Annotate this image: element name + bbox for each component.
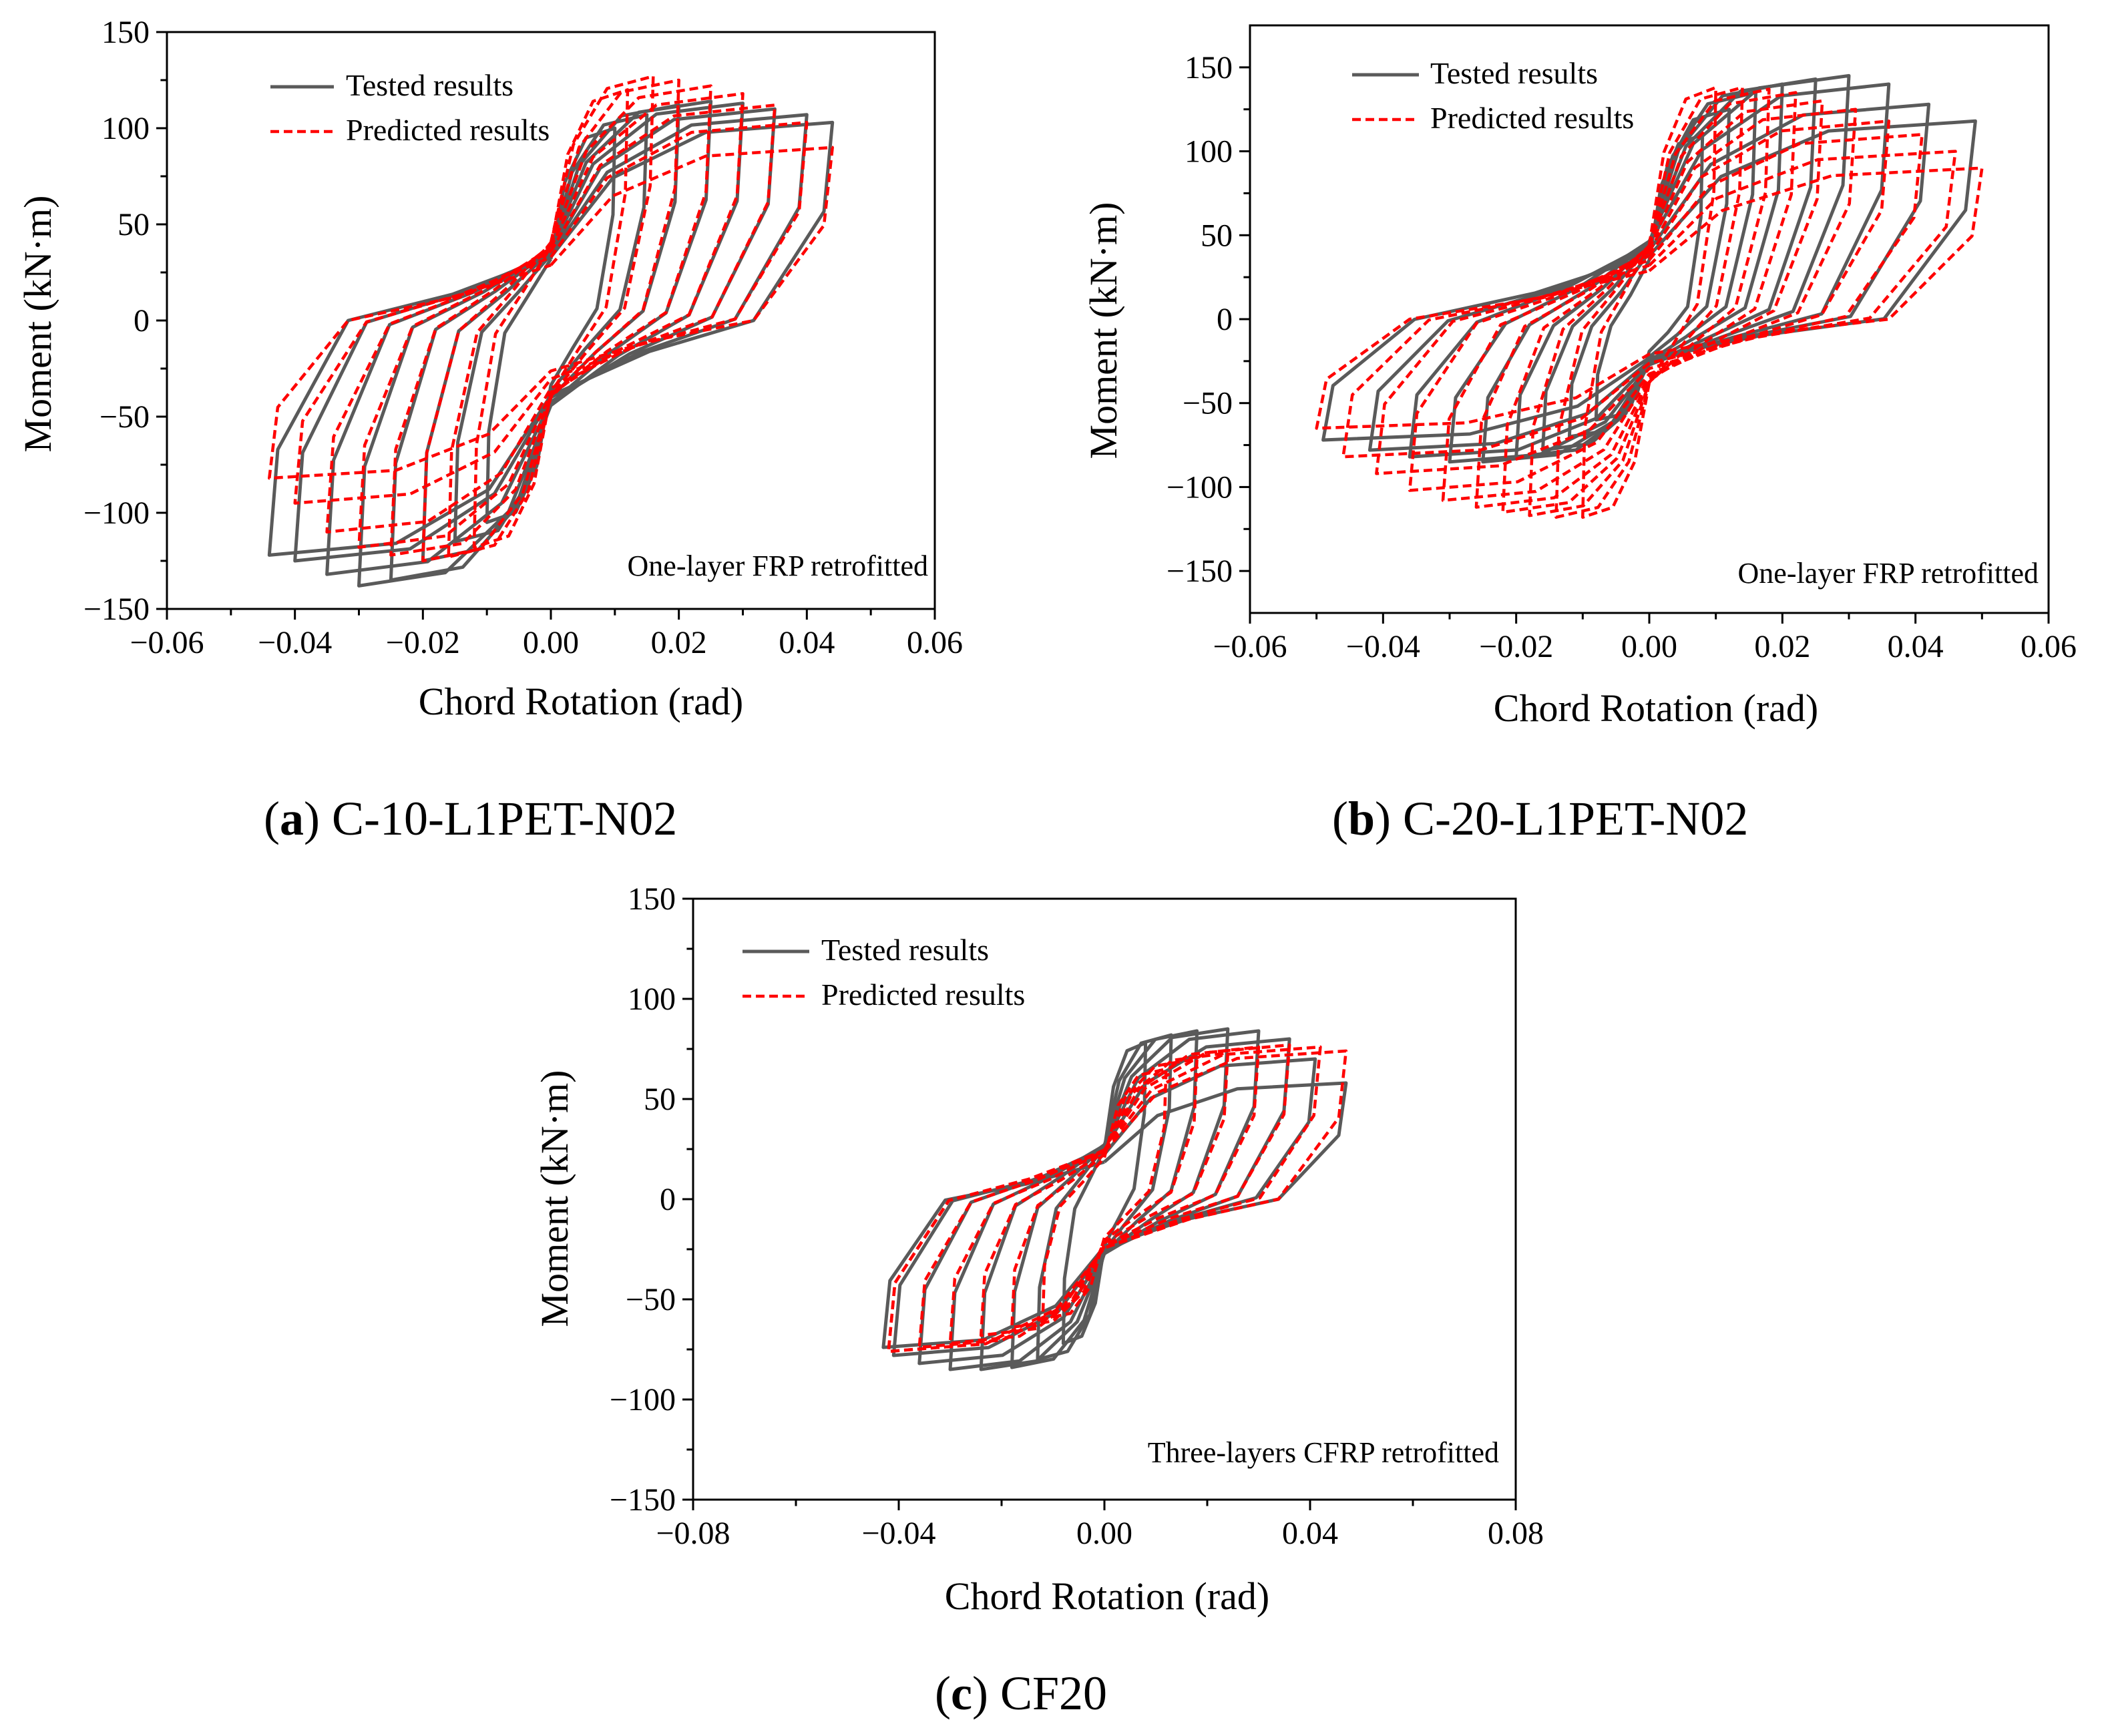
panel-a-ylabel: Moment (kN·m): [16, 196, 59, 453]
panel-a-xlabel: Chord Rotation (rad): [419, 680, 743, 723]
panel-a-xtick-label: 0.02: [651, 625, 707, 660]
panel-b-xtick-label: 0.04: [1888, 629, 1944, 664]
panel-a-ytick-label: −150: [83, 592, 150, 627]
panel-c-ytick-label: −100: [610, 1382, 676, 1418]
panel-c-xlabel: Chord Rotation (rad): [945, 1574, 1269, 1618]
panel-a-legend-tested: Tested results: [346, 68, 513, 102]
panel-b-ytick-label: −50: [1183, 386, 1233, 421]
panel-b-caption-text: C-20-L1PET-N02: [1391, 792, 1748, 845]
panel-b-predicted-cycle-8: [1375, 133, 1924, 475]
panel-c-ytick-label: −150: [610, 1482, 676, 1518]
panel-b-xtick-label: −0.04: [1346, 629, 1420, 664]
panel-a-ytick-label: −100: [83, 495, 150, 531]
panel-b-ylabel: Moment (kN·m): [1082, 202, 1125, 459]
panel-b-predicted-cycle-7: [1408, 120, 1891, 492]
panel-c-predicted-cycle-2: [1010, 1057, 1199, 1329]
panel-a-annotation: One-layer FRP retrofitted: [628, 550, 928, 582]
panel-b-ytick-label: 50: [1201, 218, 1233, 253]
panel-a-caption-text: C-10-L1PET-N02: [320, 792, 677, 845]
panel-b-plot: −0.06 −0.04 −0.02 0.00 0.02 0.04 0.06 −150 −100 −…: [1167, 24, 2077, 664]
panel-c-ytick-label: 50: [644, 1082, 676, 1117]
panel-a-ytick-label: −50: [99, 399, 150, 435]
panel-b-xtick-label: 0.00: [1621, 629, 1677, 664]
panel-b-xtick-label: −0.02: [1479, 629, 1553, 664]
panel-b-predicted-cycle-3: [1528, 87, 1771, 517]
panel-c-caption-letter: c: [951, 1667, 972, 1720]
panel-b-caption-letter: b: [1348, 792, 1375, 845]
panel-c-ytick-label: −50: [626, 1282, 676, 1317]
panel-c-legend-tested: Tested results: [821, 933, 989, 967]
panel-a-predicted-cycle-6: [325, 103, 777, 534]
panel-c-ytick-label: 0: [660, 1182, 676, 1217]
panel-a-predicted-cycle-7: [293, 121, 809, 505]
panel-a-predicted-cycle-4: [389, 84, 712, 557]
panel-c-xtick-label: −0.08: [656, 1516, 730, 1551]
panel-c-ytick-label: 150: [628, 881, 676, 917]
panel-b: −0.06 −0.04 −0.02 0.00 0.02 0.04 0.06 −150 −100 −…: [1082, 24, 2077, 845]
panel-c-predicted-cycle-6: [887, 1045, 1322, 1353]
panel-b-ytick-label: −100: [1167, 469, 1233, 505]
panel-c-plot: −0.08 −0.04 0.00 0.04 0.08 −150 −100 −50 0 50 100 1…: [610, 881, 1544, 1551]
panel-a-xtick-label: −0.04: [258, 625, 332, 660]
panel-c-xtick-label: 0.08: [1488, 1516, 1544, 1551]
panel-c-predicted-cycle-1: [1041, 1067, 1168, 1321]
panel-b-tested-cycle-9: [1321, 119, 1977, 442]
panel-c-data-layer: [881, 1027, 1348, 1371]
panel-c-predicted-cycle-5: [917, 1043, 1291, 1349]
panel-a: −0.06 −0.04 −0.02 0.00 0.02 0.04 0.06 −150 −100 −…: [16, 15, 963, 845]
panel-b-xtick-label: −0.06: [1213, 629, 1287, 664]
panel-a-ytick-label: 0: [134, 303, 150, 339]
panel-b-xlabel: Chord Rotation (rad): [1494, 686, 1818, 730]
panel-b-predicted-cycle-1: [1581, 85, 1717, 519]
panel-a-predicted-cycle-3: [421, 78, 680, 563]
panel-a-ytick-label: 150: [101, 15, 150, 50]
panel-a-xtick-label: −0.06: [130, 625, 204, 660]
panel-b-predicted-cycle-4: [1501, 91, 1798, 514]
panel-c-predicted-cycle-7: [887, 1049, 1348, 1353]
panel-a-xtick-label: 0.00: [523, 625, 579, 660]
panel-b-data-layer: [1315, 73, 1984, 519]
panel-b-xtick-label: 0.06: [2021, 629, 2077, 664]
panel-a-xtick-label: 0.04: [779, 625, 835, 660]
panel-a-caption-letter: a: [280, 792, 304, 845]
panel-b-predicted-cycle-10: [1315, 166, 1984, 430]
panel-a-caption: (a) C-10-L1PET-N02: [264, 792, 677, 845]
panel-a-legend-predicted: Predicted results: [346, 113, 550, 147]
panel-b-xtick-label: 0.02: [1754, 629, 1810, 664]
panel-b-predicted-cycle-6: [1441, 107, 1858, 502]
panel-b-ytick-label: 0: [1217, 302, 1233, 337]
panel-b-ytick-label: 100: [1185, 134, 1233, 170]
panel-a-predicted-cycle-8: [268, 146, 834, 480]
panel-a-plot: −0.06 −0.04 −0.02 0.00 0.02 0.04 0.06 −150 −100 −…: [83, 15, 963, 660]
panel-b-ytick-label: −150: [1167, 554, 1233, 589]
panel-c: −0.08 −0.04 0.00 0.04 0.08 −150 −100 −50 0 50 100 1…: [533, 881, 1544, 1720]
panel-c-caption-text: CF20: [988, 1667, 1107, 1720]
panel-b-ytick-label: 150: [1185, 50, 1233, 85]
panel-b-legend-predicted: Predicted results: [1430, 101, 1634, 135]
panel-c-predicted-cycle-3: [979, 1051, 1230, 1337]
panel-c-series-predicted: [887, 1043, 1348, 1353]
panel-a-ytick-label: 50: [118, 207, 150, 242]
panel-b-legend-tested: Tested results: [1430, 56, 1598, 90]
panel-b-predicted-cycle-9: [1341, 150, 1957, 459]
panel-b-caption: (b) C-20-L1PET-N02: [1332, 792, 1748, 845]
panel-a-data-layer: [267, 74, 835, 588]
panel-c-xtick-label: −0.04: [861, 1516, 935, 1551]
panel-c-annotation: Three-layers CFRP retrofitted: [1148, 1436, 1499, 1469]
panel-b-annotation: One-layer FRP retrofitted: [1738, 557, 2039, 590]
panel-c-legend-predicted: Predicted results: [821, 978, 1025, 1012]
panel-c-ylabel: Moment (kN·m): [533, 1070, 576, 1327]
panel-b-series-predicted: [1315, 85, 1984, 519]
panel-c-ytick-label: 100: [628, 982, 676, 1017]
panel-c-xtick-label: 0.04: [1282, 1516, 1338, 1551]
panel-c-xtick-label: 0.00: [1076, 1516, 1132, 1551]
panel-a-ytick-label: 100: [101, 111, 150, 146]
panel-a-predicted-cycle-5: [357, 91, 745, 550]
panel-c-caption: (c) CF20: [935, 1667, 1107, 1720]
panel-a-xtick-label: 0.06: [907, 625, 963, 660]
panel-a-series-predicted: [268, 74, 834, 563]
panel-a-xtick-label: −0.02: [386, 625, 460, 660]
